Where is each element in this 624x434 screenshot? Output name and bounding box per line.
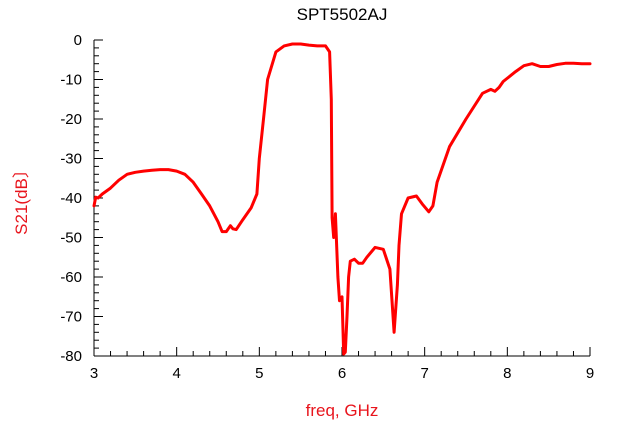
y-tick-label: -10 <box>60 72 82 89</box>
x-axis-label: freq, GHz <box>306 401 379 420</box>
series-line-0 <box>92 42 592 356</box>
x-tick-label: 4 <box>172 365 180 382</box>
x-tick-label: 5 <box>255 365 263 382</box>
y-tick-label: -40 <box>60 190 82 207</box>
x-axis: 3 4 5 6 7 8 9 <box>90 347 594 382</box>
y-tick-label: -20 <box>60 111 82 128</box>
x-tick-label: 8 <box>503 365 511 382</box>
y-axis-label: S21(dB〕 <box>12 161 31 235</box>
x-tick-label: 7 <box>420 365 428 382</box>
chart-title: SPT5502AJ <box>297 5 388 24</box>
series-group <box>92 42 592 356</box>
y-axis: 0 -10 -20 -30 -40 -50 -60 -70 -80 <box>60 32 103 365</box>
y-tick-label: -30 <box>60 151 82 168</box>
y-tick-label: -80 <box>60 348 82 365</box>
x-tick-label: 6 <box>338 365 346 382</box>
y-tick-label: 0 <box>74 32 82 49</box>
x-tick-label: 3 <box>90 365 98 382</box>
x-tick-label: 9 <box>586 365 594 382</box>
y-tick-label: -60 <box>60 269 82 286</box>
y-tick-label: -50 <box>60 230 82 247</box>
y-tick-label: -70 <box>60 309 82 326</box>
